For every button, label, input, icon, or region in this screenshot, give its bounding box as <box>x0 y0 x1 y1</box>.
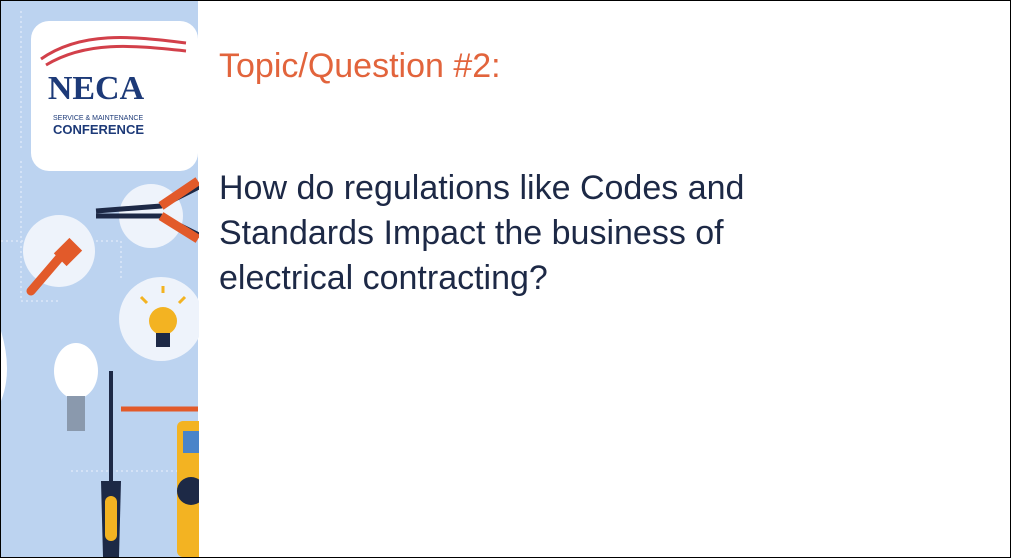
slide-body: How do regulations like Codes and Standa… <box>219 166 799 301</box>
logo-tagline: SERVICE & MAINTENANCE <box>53 115 143 122</box>
slide: NECA SERVICE & MAINTENANCE CONFERENCE To… <box>0 0 1011 558</box>
slide-title: Topic/Question #2: <box>219 47 501 86</box>
logo-subtitle: CONFERENCE <box>53 122 144 137</box>
side-panel: NECA SERVICE & MAINTENANCE CONFERENCE <box>1 1 199 557</box>
logo-name: NECA <box>48 70 145 107</box>
